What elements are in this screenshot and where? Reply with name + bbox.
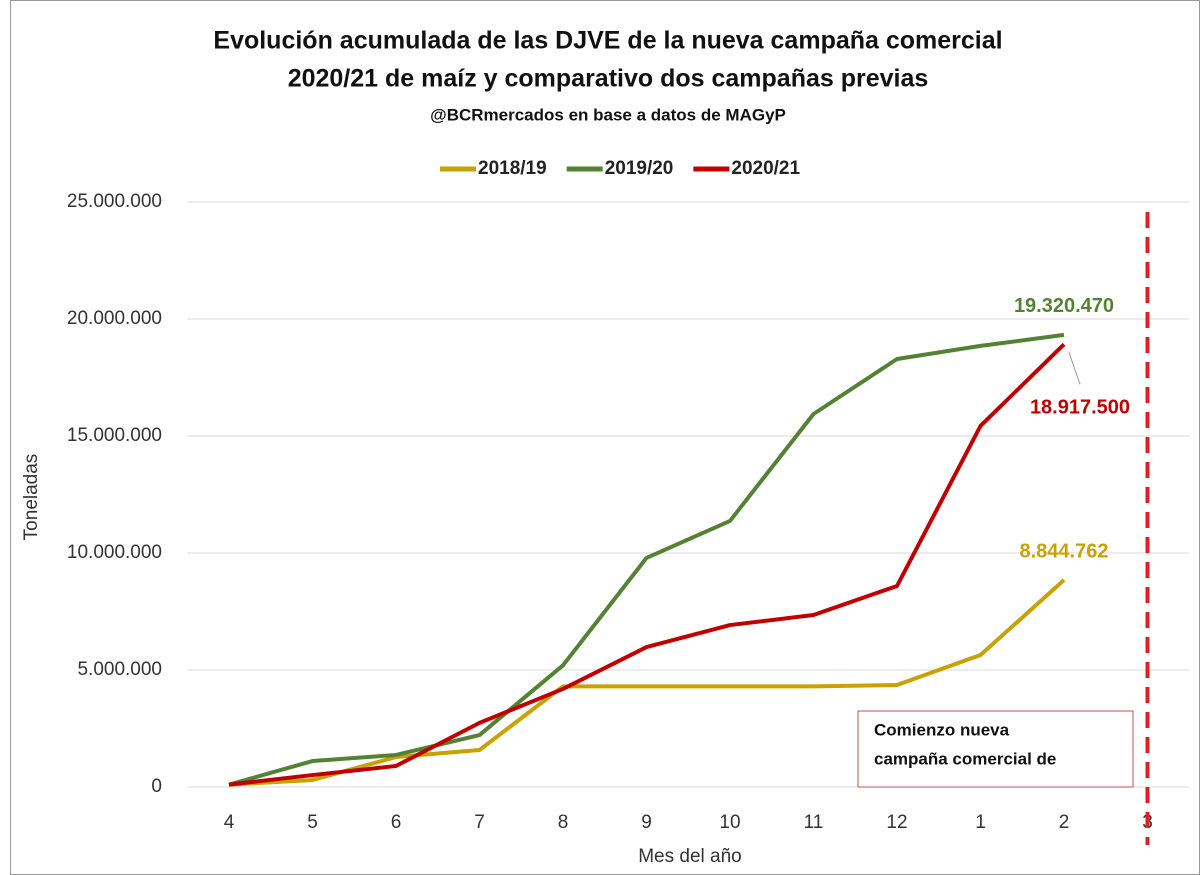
- y-tick-label: 25.000.000: [67, 191, 162, 212]
- x-tick-label: 7: [474, 812, 485, 833]
- x-tick-label: 4: [224, 812, 235, 833]
- y-tick-label: 5.000.000: [77, 659, 162, 680]
- line: [228, 342, 1066, 787]
- x-tick-label: 12: [886, 812, 907, 833]
- x-tick-label: 2: [1059, 812, 1070, 833]
- leader-line: [1068, 352, 1081, 385]
- chart-title: Evolución acumulada de las DJVE de la nu…: [213, 27, 1002, 55]
- x-tick-label: 10: [719, 812, 740, 833]
- x-tick-label: 8: [558, 812, 569, 833]
- x-tick-label: 6: [391, 812, 402, 833]
- y-tick-label: 10.000.000: [67, 542, 162, 563]
- x-tick-label: 5: [307, 812, 318, 833]
- annotation: Comienzo nueva: [874, 720, 1010, 739]
- data-label: 19.320.470: [1014, 295, 1114, 317]
- x-tick-label: 11: [804, 812, 824, 833]
- line: [228, 332, 1065, 787]
- y-tick-label: 0: [151, 776, 162, 797]
- data-label: 18.917.500: [1030, 397, 1130, 419]
- chart-title: 2020/21 de maíz y comparativo dos campañ…: [288, 65, 929, 93]
- y-tick-label: 20.000.000: [67, 308, 162, 329]
- annotation-box: [857, 710, 1134, 788]
- x-tick-label: 9: [641, 812, 652, 833]
- legend-label: 2019/20: [605, 158, 674, 179]
- data-label: 8.844.762: [1020, 540, 1109, 562]
- x-axis-label: Mes del año: [638, 846, 742, 867]
- chart-subtitle: @BCRmercados en base a datos de MAGyP: [430, 105, 786, 124]
- y-axis-label: Toneladas: [21, 454, 42, 541]
- line: [228, 578, 1066, 787]
- legend-label: 2018/19: [478, 158, 547, 179]
- y-tick-label: 15.000.000: [67, 425, 162, 446]
- x-tick-label: 1: [975, 812, 986, 833]
- legend-label: 2020/21: [731, 158, 800, 179]
- annotation: campaña comercial de: [874, 749, 1056, 768]
